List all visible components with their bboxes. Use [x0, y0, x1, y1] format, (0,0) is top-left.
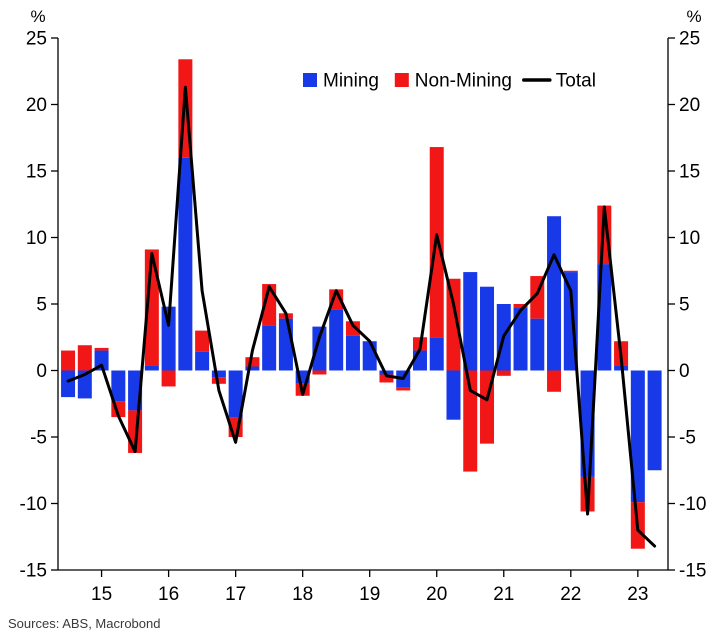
- non-mining-bar: [195, 330, 210, 352]
- y-tick-label-right: -15: [679, 561, 706, 582]
- mining-bar: [228, 370, 243, 418]
- legend-label: Total: [556, 71, 596, 92]
- non-mining-bar: [345, 321, 360, 336]
- y-axis-unit-left: %: [30, 7, 45, 26]
- y-tick-label-right: 10: [679, 228, 700, 249]
- non-mining-bar: [77, 345, 92, 371]
- mining-bar: [111, 370, 126, 402]
- mining-bar: [463, 272, 478, 371]
- y-axis-unit-right: %: [686, 7, 701, 26]
- y-tick-label-left: 15: [26, 162, 47, 183]
- mining-legend-swatch: [303, 73, 317, 87]
- y-tick-label-left: -10: [20, 494, 47, 515]
- axes: -15 -15 -10 -10 -5 -5 0 0 5 5 10 10 15 15 20 20 25 25 15 16…: [20, 29, 707, 605]
- mining-bar: [211, 370, 226, 378]
- mining-bar: [278, 318, 293, 371]
- mining-bar: [513, 307, 528, 371]
- mining-bar: [530, 318, 545, 371]
- legend: Mining Non-Mining Total: [303, 71, 596, 92]
- total-line: [66, 85, 657, 548]
- y-tick-label-right: -5: [679, 428, 696, 449]
- x-tick-label: 21: [493, 584, 514, 605]
- mining-bar: [547, 216, 562, 371]
- x-tick-label: 15: [91, 584, 112, 605]
- mining-bar: [195, 351, 210, 371]
- x-tick-label: 16: [158, 584, 179, 605]
- mining-bar: [429, 337, 444, 371]
- non-mining-bar: [61, 350, 76, 371]
- x-tick-label: 20: [426, 584, 447, 605]
- non-mining-bar: [396, 387, 411, 391]
- y-tick-label-right: 25: [679, 29, 700, 50]
- y-tick-label-left: 20: [26, 95, 47, 116]
- x-tick-label: 19: [359, 584, 380, 605]
- mining-bar: [245, 366, 260, 371]
- mining-bar: [144, 365, 159, 371]
- y-tick-label-left: 5: [36, 295, 47, 316]
- y-tick-label-left: 0: [36, 361, 47, 382]
- mining-bar: [329, 309, 344, 371]
- non-mining-bar: [245, 357, 260, 367]
- mining-bar: [362, 341, 377, 371]
- non-mining-bar: [312, 370, 327, 375]
- mining-bar: [178, 157, 193, 371]
- non-mining-bar: [379, 374, 394, 383]
- x-tick-label: 17: [225, 584, 246, 605]
- y-tick-label-right: 5: [679, 295, 690, 316]
- legend-label: Mining: [323, 71, 379, 92]
- mining-bar: [345, 335, 360, 371]
- non-mining-bar: [211, 377, 226, 384]
- non-mining-legend-swatch: [394, 73, 409, 87]
- y-tick-label-left: -5: [30, 428, 47, 449]
- y-tick-label-right: 0: [679, 361, 690, 382]
- mining-bar: [480, 286, 495, 371]
- y-tick-label-right: 15: [679, 162, 700, 183]
- x-tick-label: 22: [560, 584, 581, 605]
- mining-bar: [312, 326, 327, 371]
- mining-bar: [161, 306, 176, 371]
- y-tick-label-left: -15: [20, 561, 47, 582]
- y-tick-label-left: 25: [26, 29, 47, 50]
- total-line-path: [66, 85, 657, 548]
- non-mining-bar: [547, 370, 562, 392]
- source-note: Sources: ABS, Macrobond: [8, 616, 160, 631]
- y-tick-label-left: 10: [26, 228, 47, 249]
- non-mining-bar: [496, 370, 511, 376]
- x-tick-label: 23: [627, 584, 648, 605]
- non-mining-bar: [94, 347, 109, 351]
- non-mining-bar: [563, 270, 578, 273]
- mining-bar: [630, 370, 645, 503]
- mining-bar: [262, 325, 277, 371]
- y-tick-label-right: 20: [679, 95, 700, 116]
- x-tick-label: 18: [292, 584, 313, 605]
- legend-label: Non-Mining: [415, 71, 512, 92]
- y-tick-label-right: -10: [679, 494, 706, 515]
- non-mining-bar: [446, 278, 461, 371]
- mining-bar: [61, 370, 76, 398]
- mining-bar: [647, 370, 662, 471]
- non-mining-bar: [513, 304, 528, 308]
- non-mining-bar: [161, 370, 176, 387]
- mining-bar: [446, 370, 461, 420]
- non-mining-bar: [463, 370, 478, 472]
